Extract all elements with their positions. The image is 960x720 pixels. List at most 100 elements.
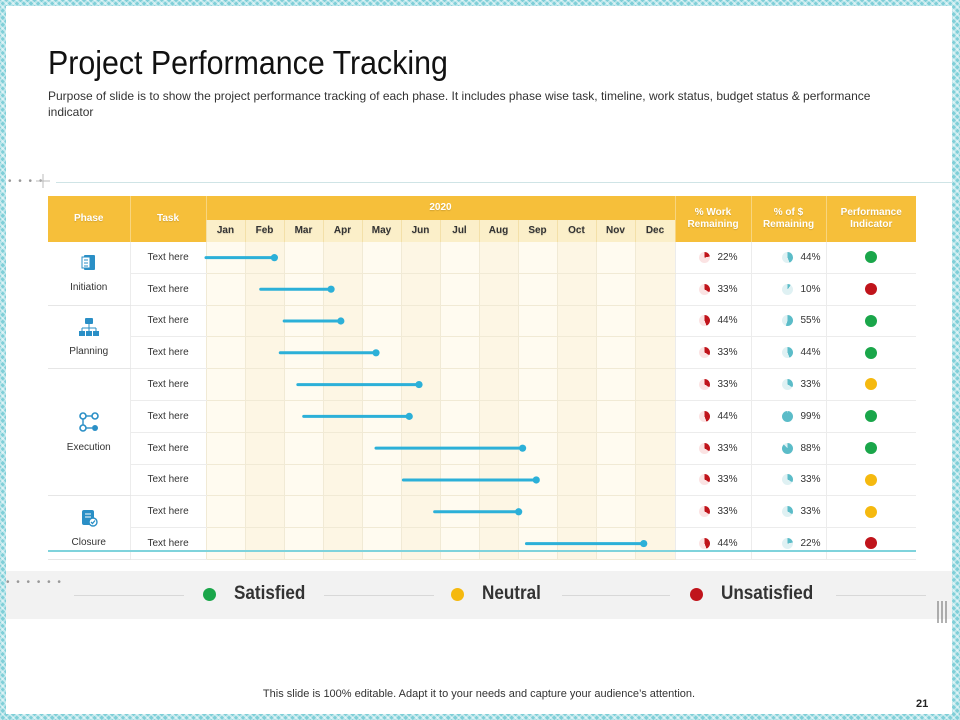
task-cell: Text here xyxy=(129,400,206,433)
header-year: 2020 xyxy=(205,196,675,220)
timeline-cell xyxy=(517,273,557,306)
org-chart-icon xyxy=(48,317,130,342)
timeline-cell xyxy=(595,336,635,370)
indicator-cell xyxy=(825,464,916,497)
budget-pie-icon xyxy=(781,506,793,518)
phase-label: Initiation xyxy=(70,282,108,294)
work-remaining-cell: 33% xyxy=(674,368,751,401)
timeline-cell xyxy=(556,400,596,433)
work-pie-icon xyxy=(698,347,710,359)
timeline-cell xyxy=(244,495,284,529)
budget-pie-icon xyxy=(781,315,793,327)
work-pie-icon xyxy=(698,251,710,263)
budget-remaining-cell: 10% xyxy=(750,273,826,306)
table-row: Text here 44% 99% xyxy=(48,400,916,433)
timeline-cell xyxy=(439,432,479,465)
timeline-cell xyxy=(400,400,440,433)
timeline-cell xyxy=(322,368,362,401)
timeline-cell xyxy=(283,273,323,306)
timeline-cell xyxy=(322,527,362,560)
timeline-cell xyxy=(205,400,245,433)
timeline-cell xyxy=(439,368,479,401)
indicator-cell xyxy=(825,336,916,370)
timeline-cell xyxy=(478,464,518,497)
budget-remaining-value: 55% xyxy=(800,315,821,327)
table-row: Text here 33% 10% xyxy=(48,273,916,306)
task-cell: Text here xyxy=(129,432,206,465)
budget-pie-icon xyxy=(781,283,793,295)
work-remaining-value: 33% xyxy=(717,474,738,486)
timeline-cell xyxy=(478,336,518,370)
timeline-cell xyxy=(478,495,518,529)
phase-cell-planning: Planning xyxy=(48,305,130,370)
work-remaining-cell: 33% xyxy=(674,273,751,306)
header-budget-remaining: % of $ Remaining xyxy=(750,196,826,242)
timeline-cell xyxy=(478,305,518,338)
header-task: Task xyxy=(129,196,206,242)
timeline-cell xyxy=(634,464,675,497)
timeline-cell xyxy=(400,432,440,465)
timeline-cell xyxy=(478,432,518,465)
red-status-dot-icon xyxy=(865,537,878,550)
timeline-cell xyxy=(595,400,635,433)
timeline-cell xyxy=(322,273,362,306)
timeline-cell xyxy=(283,432,323,465)
work-pie-icon xyxy=(698,315,710,327)
timeline-cell xyxy=(517,368,557,401)
indicator-cell xyxy=(825,432,916,465)
budget-remaining-value: 33% xyxy=(800,506,821,518)
timeline-cell xyxy=(556,242,596,274)
timeline-cell xyxy=(283,336,323,370)
timeline-cell xyxy=(595,527,635,560)
timeline-cell xyxy=(283,464,323,497)
workflow-icon xyxy=(48,411,130,438)
timeline-cell xyxy=(361,464,401,497)
phase-cell-execution: Execution xyxy=(48,368,130,497)
footer-note: This slide is 100% editable. Adapt it to… xyxy=(262,688,696,700)
timeline-cell xyxy=(322,305,362,338)
timeline-cell xyxy=(478,368,518,401)
legend-line-right xyxy=(836,595,926,596)
phase-label: Planning xyxy=(69,345,109,357)
legend-unsatisfied: Unsatisfied xyxy=(721,583,814,604)
timeline-cell xyxy=(361,432,401,465)
timeline-cell xyxy=(400,527,440,560)
work-remaining-cell: 44% xyxy=(674,527,751,560)
document-icon xyxy=(48,253,130,278)
timeline-cell xyxy=(478,273,518,306)
timeline-cell xyxy=(205,368,245,401)
table-bottom-line xyxy=(48,550,916,552)
work-pie-icon xyxy=(698,442,710,454)
timeline-cell xyxy=(517,242,557,274)
timeline-cell xyxy=(517,527,557,560)
timeline-cell xyxy=(322,464,362,497)
timeline-cell xyxy=(205,432,245,465)
budget-remaining-value: 22% xyxy=(800,538,821,550)
timeline-cell xyxy=(244,527,284,560)
budget-pie-icon xyxy=(781,538,793,549)
work-remaining-cell: 33% xyxy=(674,432,751,465)
budget-remaining-value: 10% xyxy=(800,283,821,295)
timeline-cell xyxy=(244,305,284,338)
timeline-cell xyxy=(556,464,596,497)
month-header-apr: Apr xyxy=(322,220,362,242)
table-row: Text here 44% 22% xyxy=(48,527,916,560)
timeline-cell xyxy=(517,432,557,465)
timeline-cell xyxy=(439,273,479,306)
budget-pie-icon xyxy=(781,474,793,486)
crosshair-icon xyxy=(36,174,50,188)
table-row: Text here 33% 88% xyxy=(48,432,916,465)
timeline-cell xyxy=(361,242,401,274)
timeline-cell xyxy=(283,527,323,560)
task-cell: Text here xyxy=(129,464,206,497)
budget-remaining-cell: 33% xyxy=(750,368,826,401)
timeline-cell xyxy=(634,242,675,274)
month-header-feb: Feb xyxy=(244,220,284,242)
page-subtitle: Purpose of slide is to show the project … xyxy=(48,89,871,119)
work-remaining-value: 33% xyxy=(717,506,738,518)
phase-cell-closure: Closure xyxy=(48,495,130,560)
timeline-cell xyxy=(634,336,675,370)
legend-dots-icon: • • • • • • xyxy=(6,577,63,588)
timeline-cell xyxy=(595,368,635,401)
table-row: Initiation Text here 22% 44% xyxy=(48,242,916,306)
